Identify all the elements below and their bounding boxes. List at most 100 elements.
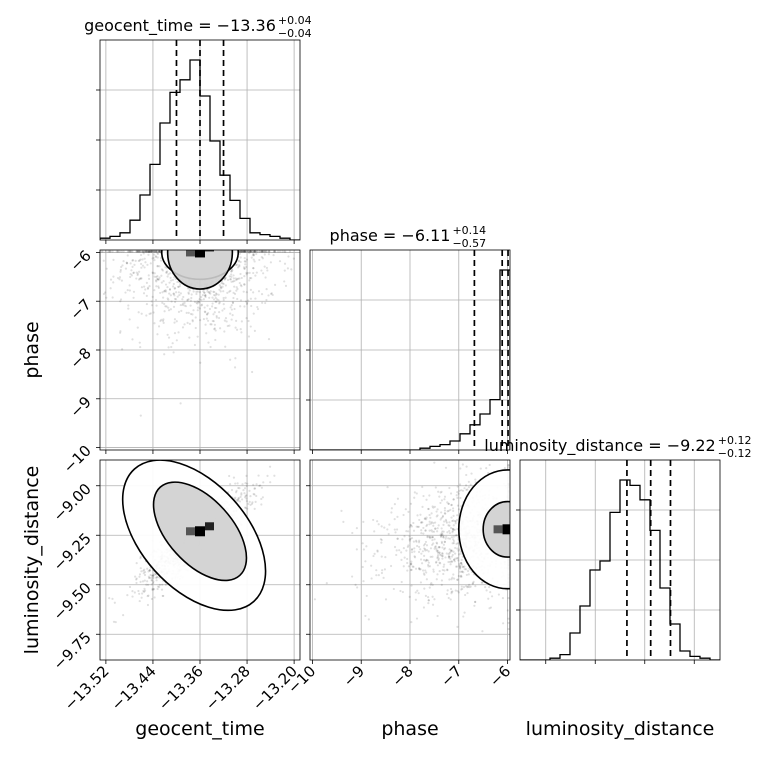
sample-point [232, 274, 235, 277]
sample-point [145, 250, 148, 253]
sample-point [237, 277, 240, 280]
sample-point [153, 289, 156, 292]
sample-point [238, 264, 241, 267]
sample-point [415, 492, 418, 495]
sample-point [412, 565, 415, 568]
sample-point [232, 476, 236, 479]
sample-point [222, 303, 225, 306]
x-tick-label: −7 [437, 662, 465, 690]
sample-point [405, 530, 408, 533]
sample-point [459, 566, 462, 569]
sample-point [229, 358, 232, 361]
sample-point [372, 518, 375, 522]
sample-point [211, 305, 214, 308]
sample-point [448, 552, 451, 555]
sample-point [245, 291, 248, 294]
sample-point [226, 324, 229, 328]
sample-point [236, 482, 239, 485]
sample-point [163, 290, 166, 293]
sample-point [422, 569, 425, 572]
sample-point [138, 250, 141, 253]
sample-point [206, 319, 210, 322]
sample-point [289, 438, 291, 440]
sample-point [452, 558, 456, 561]
sample-point [457, 574, 460, 578]
sample-point [474, 600, 477, 604]
sample-point [429, 555, 432, 558]
sample-point [218, 327, 222, 330]
sample-point [465, 568, 468, 571]
sample-point [252, 254, 256, 257]
sample-point [139, 557, 142, 560]
sample-point [76, 338, 78, 340]
sample-point [459, 575, 462, 578]
sample-point [147, 253, 150, 256]
sample-point [150, 300, 153, 303]
sample-point [460, 588, 463, 591]
sample-point [173, 287, 177, 290]
sample-point [431, 536, 434, 539]
sample-point [245, 499, 248, 503]
sample-point [189, 312, 193, 316]
sample-point [258, 484, 261, 487]
sample-point [422, 572, 426, 575]
sample-point [240, 276, 243, 280]
sample-point [481, 581, 484, 584]
sample-point [238, 250, 241, 253]
sample-point [132, 290, 136, 293]
sample-point [239, 283, 242, 287]
sample-point [191, 313, 194, 316]
sample-point [158, 250, 161, 253]
sample-point [179, 303, 182, 307]
sample-point [441, 546, 444, 549]
sample-point [443, 520, 446, 523]
sample-point [243, 487, 247, 490]
sample-point [143, 590, 146, 593]
sample-point [401, 538, 404, 541]
sample-point [428, 537, 432, 540]
sample-point [436, 614, 439, 618]
sample-point [446, 568, 449, 571]
sample-point [184, 305, 188, 308]
sample-point [407, 565, 410, 568]
sample-point [435, 560, 438, 563]
panel-frame [99, 39, 301, 241]
sample-point [243, 496, 247, 499]
sample-point [151, 587, 154, 590]
sample-point [224, 316, 228, 320]
sample-point [253, 487, 256, 490]
sample-point [171, 278, 175, 282]
sample-point [114, 620, 117, 624]
sample-point [253, 507, 256, 511]
sample-point [413, 550, 416, 553]
sample-point [222, 296, 225, 300]
sample-point [248, 251, 251, 255]
sample-point [446, 510, 449, 513]
sample-point [189, 304, 192, 307]
sample-point [150, 250, 153, 253]
sample-point [408, 535, 411, 538]
sample-point [249, 325, 252, 328]
sample-point [388, 523, 391, 526]
sample-point [434, 545, 437, 549]
sample-point [146, 594, 149, 598]
sample-point [261, 250, 264, 253]
sample-point [141, 592, 144, 595]
sample-point [469, 483, 472, 486]
sample-point [145, 250, 148, 253]
sample-point [124, 267, 128, 270]
sample-point [128, 284, 131, 287]
sample-point [170, 345, 173, 349]
sample-point [131, 259, 135, 262]
sample-point [213, 323, 216, 326]
sample-point [250, 502, 254, 505]
sample-point [230, 275, 233, 278]
sample-point [209, 292, 212, 295]
sample-point [244, 263, 247, 266]
histogram-panel-luminosity_distance [516, 459, 721, 664]
sample-point [137, 589, 140, 593]
sample-point [199, 319, 202, 322]
sample-point [441, 568, 444, 572]
sample-point [143, 250, 147, 253]
sample-point [161, 269, 165, 272]
